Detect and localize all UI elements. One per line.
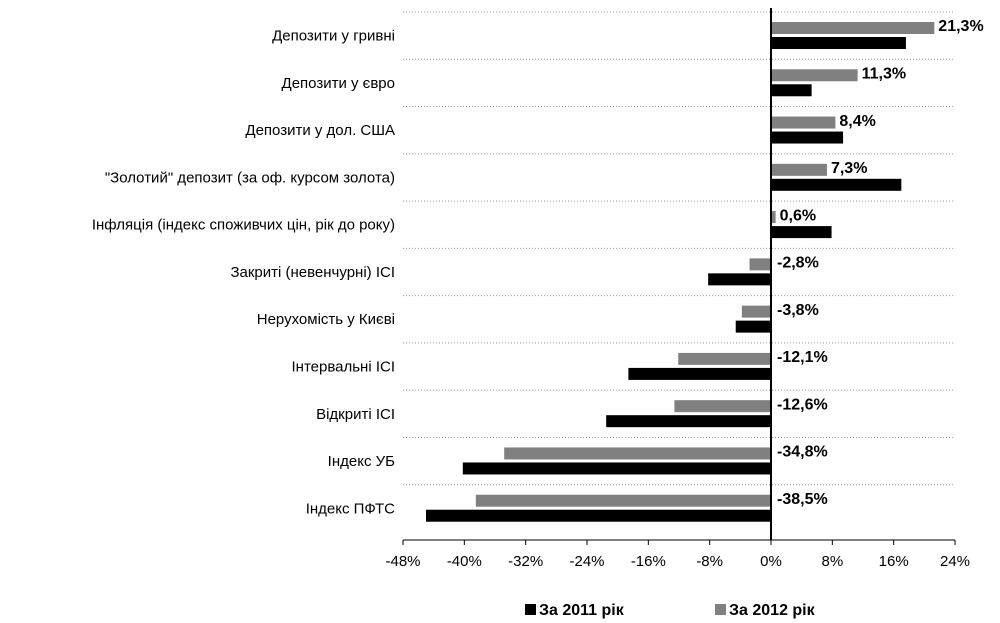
bar (504, 447, 771, 460)
x-tick-label: -48% (385, 553, 420, 570)
legend-swatch (525, 604, 536, 615)
category-label: Індекс ПФТС (306, 500, 395, 517)
category-label: "Золотий" депозит (за оф. курсом золота) (105, 169, 395, 186)
bar (735, 320, 771, 333)
value-label: -34,8% (777, 444, 828, 461)
category-label: Депозити у гривні (272, 28, 395, 45)
legend-swatch (715, 604, 726, 615)
value-label: 0,6% (780, 207, 816, 224)
value-label: -12,6% (777, 396, 828, 413)
category-label: Інфляція (індекс споживчих цін, рік до р… (92, 217, 395, 234)
category-label: Депозити у дол. США (245, 122, 395, 139)
x-tick-label: -40% (447, 553, 482, 570)
x-tick-label: 16% (879, 553, 909, 570)
bar (426, 509, 771, 522)
bar (771, 116, 836, 129)
x-tick-label: -32% (508, 553, 543, 570)
bar (771, 163, 827, 176)
bar (771, 37, 906, 49)
value-label: 8,4% (839, 113, 875, 130)
legend-label: За 2012 рік (729, 602, 816, 619)
x-tick-label: 0% (760, 553, 782, 570)
value-label: 11,3% (862, 65, 906, 82)
bar (606, 415, 771, 428)
bar (771, 211, 776, 224)
category-label: Інтервальні ІСІ (292, 359, 396, 376)
bar (628, 367, 771, 380)
value-label: -12,1% (777, 349, 828, 366)
x-tick-label: -8% (696, 553, 723, 570)
value-label: 7,3% (831, 160, 867, 177)
category-label: Депозити у євро (282, 75, 395, 92)
value-label: -3,8% (777, 302, 819, 319)
category-label: Закриті (невенчурні) ІСІ (230, 264, 395, 281)
value-label: 21,3% (938, 18, 983, 35)
bar (674, 400, 771, 413)
x-tick-label: 8% (821, 553, 843, 570)
category-label: Відкриті ІСІ (316, 406, 395, 423)
bar (771, 84, 812, 97)
bar (771, 22, 935, 34)
x-tick-label: -16% (631, 553, 666, 570)
category-label: Індекс УБ (328, 453, 395, 470)
x-tick-label: -24% (569, 553, 604, 570)
bar (771, 226, 832, 239)
legend-label: За 2011 рік (539, 602, 625, 619)
bar (771, 131, 844, 144)
bar (749, 258, 771, 271)
x-tick-label: 24% (940, 553, 970, 570)
value-label: -38,5% (777, 491, 828, 508)
bar (771, 69, 858, 82)
bar (678, 352, 771, 365)
bar (708, 273, 771, 286)
bar (475, 494, 771, 507)
value-label: -2,8% (777, 255, 819, 272)
bar (741, 305, 771, 318)
category-label: Нерухомість у Києві (257, 311, 395, 328)
bar (462, 462, 771, 475)
bar (771, 178, 902, 191)
